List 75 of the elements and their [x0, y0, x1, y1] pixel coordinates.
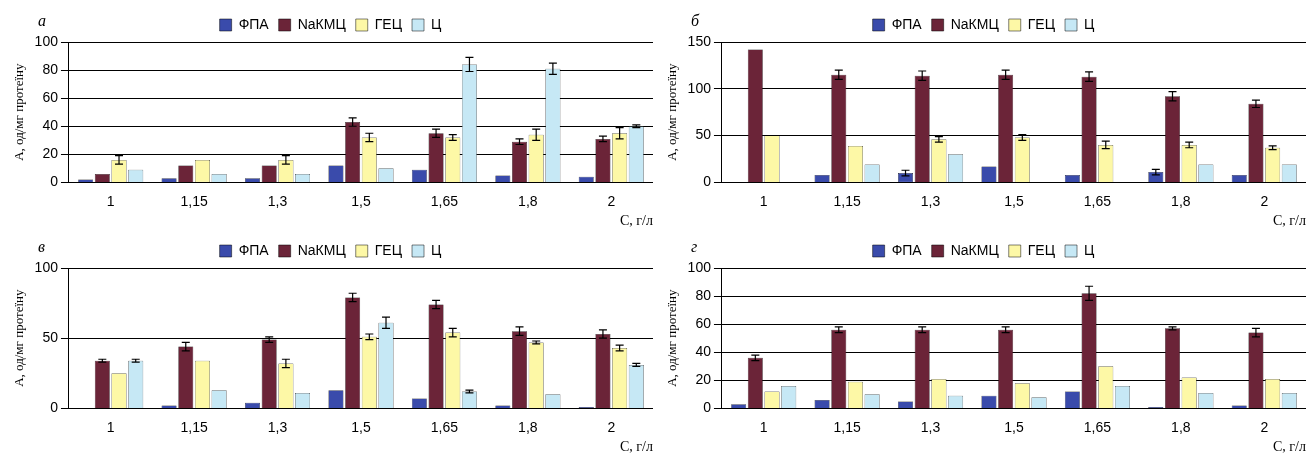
x-axis-title: С, г/л — [620, 439, 653, 455]
legend-label: NaКМЦ — [950, 241, 1000, 258]
legend-label: Ц — [1084, 241, 1096, 258]
y-tick-label: 100 — [34, 32, 59, 49]
chart-title: б — [691, 12, 700, 30]
x-tick-label: 1,5 — [351, 418, 371, 435]
x-tick-label: 2 — [607, 192, 616, 209]
x-tick-label: 1,65 — [430, 418, 459, 435]
x-tick-label: 1,8 — [1171, 192, 1191, 209]
y-tick-label: 0 — [50, 173, 59, 190]
y-tick-label: 0 — [50, 399, 59, 416]
x-tick-label: 2 — [1260, 418, 1269, 435]
x-axis-title: С, г/л — [1273, 213, 1306, 229]
y-tick-label: 100 — [687, 258, 712, 275]
legend-label: NaКМЦ — [950, 15, 1000, 32]
x-tick-label: 1,15 — [180, 418, 208, 435]
y-tick-label: 40 — [695, 343, 712, 360]
x-tick-label: 1,8 — [518, 192, 538, 209]
y-axis-title: А, од/мг протеїну — [11, 289, 27, 387]
chart-title: а — [38, 12, 46, 30]
legend-label: Ц — [431, 15, 443, 32]
legend-label: ГЕЦ — [374, 15, 403, 32]
legend-label: ГЕЦ — [1027, 241, 1056, 258]
x-tick-label: 2 — [1260, 192, 1269, 209]
y-tick-label: 0 — [703, 173, 712, 190]
x-tick-label: 1 — [106, 418, 115, 435]
x-tick-label: 1,65 — [430, 192, 459, 209]
legend-label: NaКМЦ — [297, 15, 347, 32]
legend-label: ГЕЦ — [1027, 15, 1056, 32]
y-tick-label: 20 — [695, 371, 712, 388]
y-tick-label: 60 — [42, 89, 59, 106]
y-tick-label: 50 — [42, 329, 59, 346]
x-tick-label: 1,3 — [267, 418, 288, 435]
y-tick-label: 100 — [34, 258, 59, 275]
y-tick-label: 80 — [42, 60, 59, 77]
legend-label: ФПА — [891, 241, 923, 258]
x-axis-title: С, г/л — [620, 213, 653, 229]
chart-title: г — [691, 238, 698, 256]
y-axis-title: А, од/мг протеїну — [664, 289, 680, 387]
legend-label: ФПА — [891, 15, 923, 32]
legend-label: Ц — [1084, 15, 1096, 32]
x-tick-label: 1,8 — [1171, 418, 1191, 435]
legend-label: ФПА — [238, 241, 270, 258]
x-tick-label: 1 — [106, 192, 115, 209]
y-tick-label: 150 — [687, 32, 712, 49]
x-tick-label: 1,15 — [180, 192, 208, 209]
legend-label: Ц — [431, 241, 443, 258]
x-tick-label: 1 — [759, 418, 768, 435]
chart-title: в — [38, 238, 45, 256]
y-tick-label: 40 — [42, 117, 59, 134]
x-tick-label: 1,5 — [1004, 192, 1024, 209]
x-tick-label: 1,3 — [920, 418, 941, 435]
y-tick-label: 20 — [42, 145, 59, 162]
x-tick-label: 1,8 — [518, 418, 538, 435]
x-tick-label: 1,3 — [920, 192, 941, 209]
legend-label: ГЕЦ — [374, 241, 403, 258]
x-tick-label: 1,65 — [1083, 192, 1112, 209]
x-tick-label: 1,3 — [267, 192, 288, 209]
y-tick-label: 60 — [695, 315, 712, 332]
y-tick-label: 80 — [695, 286, 712, 303]
x-tick-label: 1,15 — [833, 192, 861, 209]
x-tick-label: 1,65 — [1083, 418, 1112, 435]
x-tick-label: 1,15 — [833, 418, 861, 435]
y-axis-title: А, од/мг протеїну — [11, 63, 27, 161]
x-tick-label: 1,5 — [1004, 418, 1024, 435]
x-tick-label: 1,5 — [351, 192, 371, 209]
x-tick-label: 1 — [759, 192, 768, 209]
x-tick-label: 2 — [607, 418, 616, 435]
legend-label: NaКМЦ — [297, 241, 347, 258]
legend-label: ФПА — [238, 15, 270, 32]
x-axis-title: С, г/л — [1273, 439, 1306, 455]
y-axis-title: А, од/мг протеїну — [664, 63, 680, 161]
y-tick-label: 50 — [695, 126, 712, 143]
y-tick-label: 0 — [703, 399, 712, 416]
y-tick-label: 100 — [687, 79, 712, 96]
